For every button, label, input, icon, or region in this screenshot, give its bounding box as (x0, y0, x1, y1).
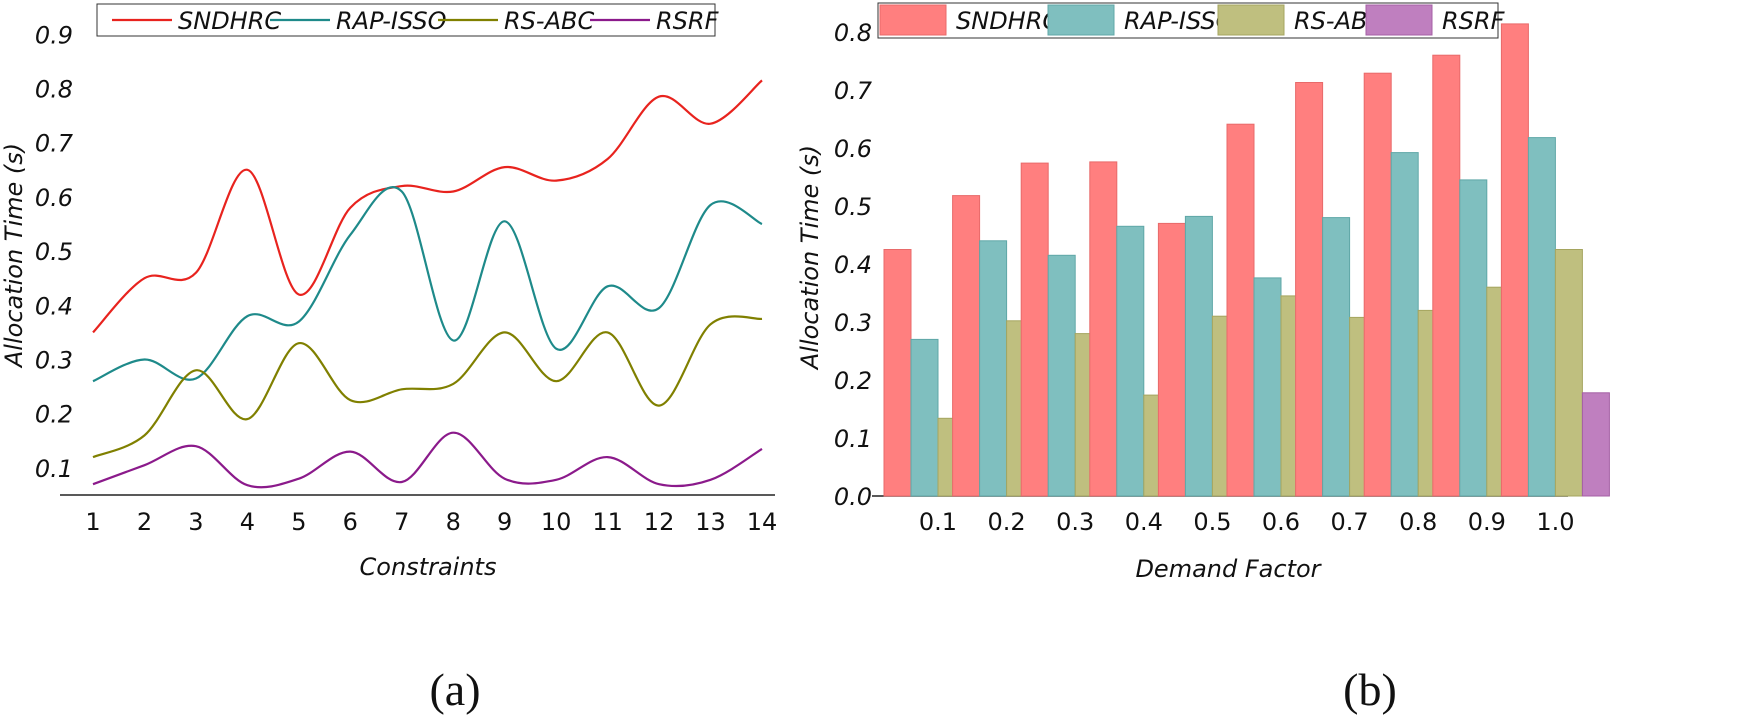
panel-a-x-tick-label: 3 (188, 508, 203, 536)
panel-a-x-tick-label: 6 (343, 508, 358, 536)
panel-b-y-tick-label: 0.4 (834, 251, 872, 279)
panel-b-bar-rap-isso (1184, 215, 1213, 497)
panel-b-bar-rap-isso (1459, 179, 1488, 497)
panel-a-y-tick-label: 0.5 (35, 238, 73, 266)
panel-b-legend-label: RSRF (1442, 7, 1506, 35)
panel-a-y-tick-label: 0.9 (35, 21, 73, 49)
panel-b-bar-sndhrc (1020, 162, 1049, 497)
panel-b-y-tick-label: 0.2 (834, 367, 872, 395)
panel-a-series-line-rsrf (92, 431, 763, 489)
panel-a-legend: SNDHRC RAP-ISSO RS-ABC RSRF (96, 3, 720, 37)
panel-b-bar-sndhrc (1432, 54, 1461, 497)
panel-b-y-tick-label: 0.0 (834, 483, 872, 511)
panel-b-bar-rap-isso (1116, 225, 1145, 497)
panel-b-bar-sndhrc (1226, 123, 1255, 497)
panel-a-y-axis-title: Allocation Time (s) (0, 143, 28, 369)
panel-b-bar-rsrf (1581, 392, 1610, 497)
panel-b-x-axis-title: Demand Factor (1135, 555, 1322, 583)
panel-a-line-chart: 1 2 3 4 5 6 7 8 9 10 11 12 13 140.10.20.30.40.50.60.7… (0, 3, 778, 581)
panel-b-bar-rap-isso (1527, 137, 1556, 497)
panel-b-x-tick-label: 0.7 (1331, 508, 1369, 536)
panel-a-y-tick-label: 0.8 (35, 76, 73, 104)
panel-b-y-tick-label: 0.8 (834, 19, 872, 47)
panel-b-bar-rap-isso (1322, 217, 1351, 497)
panel-a-x-tick-label: 5 (291, 508, 306, 536)
panel-b-legend-label: SNDHRC (956, 7, 1059, 35)
panel-a-x-tick-label: 2 (137, 508, 152, 536)
panel-b-bar-rap-isso (1390, 152, 1419, 497)
panel-a-legend-label: SNDHRC (178, 7, 281, 35)
panel-b-x-tick-label: 0.1 (919, 508, 957, 536)
panel-a-y-tick-label: 0.1 (35, 455, 73, 483)
panel-b-bar-sndhrc (1363, 72, 1392, 497)
panel-b-y-tick-label: 0.3 (834, 309, 872, 337)
panel-b-x-tick-label: 0.4 (1125, 508, 1163, 536)
panel-b-legend-swatch (879, 4, 947, 36)
panel-a-y-tick-label: 0.6 (35, 184, 73, 212)
panel-b-legend-swatch (1365, 4, 1433, 36)
panel-a-y-tick-label: 0.4 (35, 292, 73, 320)
panel-a-series-line-rap-isso (92, 186, 763, 383)
panel-b-y-axis-title: Allocation Time (s) (796, 145, 824, 371)
panel-b-x-tick-label: 0.2 (988, 508, 1026, 536)
panel-b-y-tick-label: 0.5 (834, 193, 872, 221)
panel-b-y-tick-label: 0.6 (834, 135, 872, 163)
panel-a-legend-label: RS-ABC (504, 7, 594, 35)
panel-a-x-tick-label: 12 (644, 508, 675, 536)
panel-a-x-tick-label: 9 (497, 508, 512, 536)
panel-a-x-tick-label: 11 (592, 508, 623, 536)
panel-b-legend-swatch (1047, 4, 1115, 36)
panel-b-x-tick-label: 0.3 (1056, 508, 1094, 536)
panel-b-bar-sndhrc (1500, 23, 1529, 497)
panel-a-x-tick-label: 4 (240, 508, 255, 536)
panel-a-x-tick-label: 8 (446, 508, 461, 536)
panel-b-bar-rap-isso (910, 338, 939, 497)
panel-b-bar-sndhrc (1089, 161, 1118, 497)
panel-b-legend-swatch (1217, 4, 1285, 36)
panel-b-x-tick-label: 0.8 (1399, 508, 1437, 536)
panel-a-y-tick-label: 0.7 (35, 130, 74, 158)
panel-b-legend: SNDHRC RAP-ISSO RS-ABC RSRF (877, 2, 1506, 39)
panel-a-y-tick-label: 0.2 (35, 401, 73, 429)
panel-b-x-tick-label: 0.5 (1193, 508, 1231, 536)
panel-b-bar-sndhrc (1295, 82, 1324, 497)
panel-b-bar-sndhrc (883, 249, 912, 497)
panel-a-x-tick-label: 10 (541, 508, 572, 536)
panel-b-bar-rap-isso (979, 240, 1008, 497)
panel-b-bar-sndhrc (952, 195, 981, 497)
panel-b-x-tick-label: 1.0 (1536, 508, 1574, 536)
panel-b-bar-rap-isso (1253, 277, 1282, 497)
panel-a-series-line-rs-abc (92, 315, 763, 459)
panel-b-legend-label: RAP-ISSO (1124, 7, 1235, 35)
panel-b-y-tick-label: 0.1 (834, 425, 872, 453)
panel-b-x-tick-label: 0.6 (1262, 508, 1300, 536)
panel-b-bar-rs-abc (1554, 249, 1583, 497)
panel-b-bar-sndhrc (1157, 222, 1186, 497)
panel-a-x-axis-title: Constraints (360, 553, 497, 581)
panel-a-x-tick-label: 13 (695, 508, 726, 536)
panel-b-x-tick-label: 0.9 (1468, 508, 1506, 536)
panel-b-y-tick-label: 0.7 (834, 77, 873, 105)
panel-a-legend-label: RSRF (656, 7, 720, 35)
panel-a-x-tick-label: 1 (85, 508, 100, 536)
panel-a-y-tick-label: 0.3 (35, 347, 73, 375)
panel-a-label: (a) (429, 664, 480, 715)
panel-b-bar-chart: 0.1 0.2 0.3 0.4 0.5 0.6 0.7 0.8 0.9 1.0 0.0 0.1 0.2 0… (796, 2, 1610, 583)
panel-a-x-tick-label: 14 (747, 508, 778, 536)
panel-b-bar-rap-isso (1047, 254, 1076, 497)
panel-a-series-line-sndhrc (92, 79, 763, 334)
panel-a-legend-label: RAP-ISSO (336, 7, 447, 35)
panel-b-label: (b) (1343, 664, 1397, 715)
panel-a-x-tick-label: 7 (394, 508, 409, 536)
